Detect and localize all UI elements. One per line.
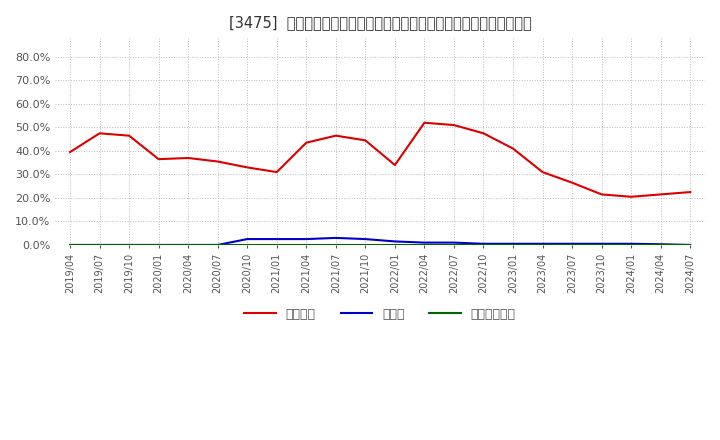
- 繰延税金資産: [657, 242, 665, 247]
- 自己資本: [598, 192, 606, 197]
- のれん: [184, 242, 192, 248]
- 自己資本: [686, 190, 695, 195]
- Line: のれん: のれん: [70, 238, 690, 245]
- 自己資本: [302, 140, 310, 145]
- のれん: [509, 241, 518, 246]
- 自己資本: [539, 169, 547, 175]
- のれん: [213, 242, 222, 248]
- のれん: [95, 242, 104, 248]
- 繰延税金資産: [686, 242, 695, 247]
- 繰延税金資産: [125, 242, 133, 247]
- のれん: [627, 241, 636, 246]
- のれん: [449, 240, 458, 245]
- 自己資本: [568, 180, 577, 185]
- 自己資本: [154, 157, 163, 162]
- のれん: [66, 242, 74, 248]
- のれん: [272, 236, 281, 242]
- 繰延税金資産: [95, 242, 104, 247]
- のれん: [686, 242, 695, 248]
- 繰延税金資産: [331, 242, 340, 247]
- 自己資本: [509, 146, 518, 151]
- 繰延税金資産: [154, 242, 163, 247]
- のれん: [361, 236, 369, 242]
- のれん: [390, 239, 399, 244]
- 繰延税金資産: [361, 242, 369, 247]
- 自己資本: [627, 194, 636, 199]
- 繰延税金資産: [539, 242, 547, 247]
- 自己資本: [657, 192, 665, 197]
- 自己資本: [243, 165, 251, 170]
- 繰延税金資産: [390, 242, 399, 247]
- 自己資本: [420, 120, 428, 125]
- 繰延税金資産: [302, 242, 310, 247]
- 自己資本: [125, 133, 133, 138]
- 自己資本: [272, 169, 281, 175]
- のれん: [243, 236, 251, 242]
- のれん: [331, 235, 340, 241]
- 繰延税金資産: [480, 242, 488, 247]
- 自己資本: [95, 131, 104, 136]
- のれん: [568, 241, 577, 246]
- Title: [3475]  自己資本、のれん、繰延税金資産の総資産に対する比率の推移: [3475] 自己資本、のれん、繰延税金資産の総資産に対する比率の推移: [229, 15, 531, 30]
- 繰延税金資産: [509, 242, 518, 247]
- 繰延税金資産: [627, 242, 636, 247]
- 繰延税金資産: [449, 242, 458, 247]
- 繰延税金資産: [66, 242, 74, 247]
- のれん: [657, 242, 665, 247]
- のれん: [125, 242, 133, 248]
- 繰延税金資産: [568, 242, 577, 247]
- のれん: [539, 241, 547, 246]
- 繰延税金資産: [243, 242, 251, 247]
- 自己資本: [449, 122, 458, 128]
- のれん: [480, 241, 488, 246]
- 自己資本: [66, 150, 74, 155]
- 繰延税金資産: [184, 242, 192, 247]
- のれん: [154, 242, 163, 248]
- 自己資本: [184, 155, 192, 161]
- 繰延税金資産: [420, 242, 428, 247]
- Line: 自己資本: 自己資本: [70, 123, 690, 197]
- 繰延税金資産: [272, 242, 281, 247]
- 自己資本: [331, 133, 340, 138]
- 自己資本: [361, 138, 369, 143]
- のれん: [302, 236, 310, 242]
- のれん: [420, 240, 428, 245]
- のれん: [598, 241, 606, 246]
- 自己資本: [480, 131, 488, 136]
- 繰延税金資産: [598, 242, 606, 247]
- 自己資本: [390, 162, 399, 168]
- 繰延税金資産: [213, 242, 222, 247]
- Legend: 自己資本, のれん, 繰延税金資産: 自己資本, のれん, 繰延税金資産: [240, 303, 521, 326]
- 自己資本: [213, 159, 222, 164]
